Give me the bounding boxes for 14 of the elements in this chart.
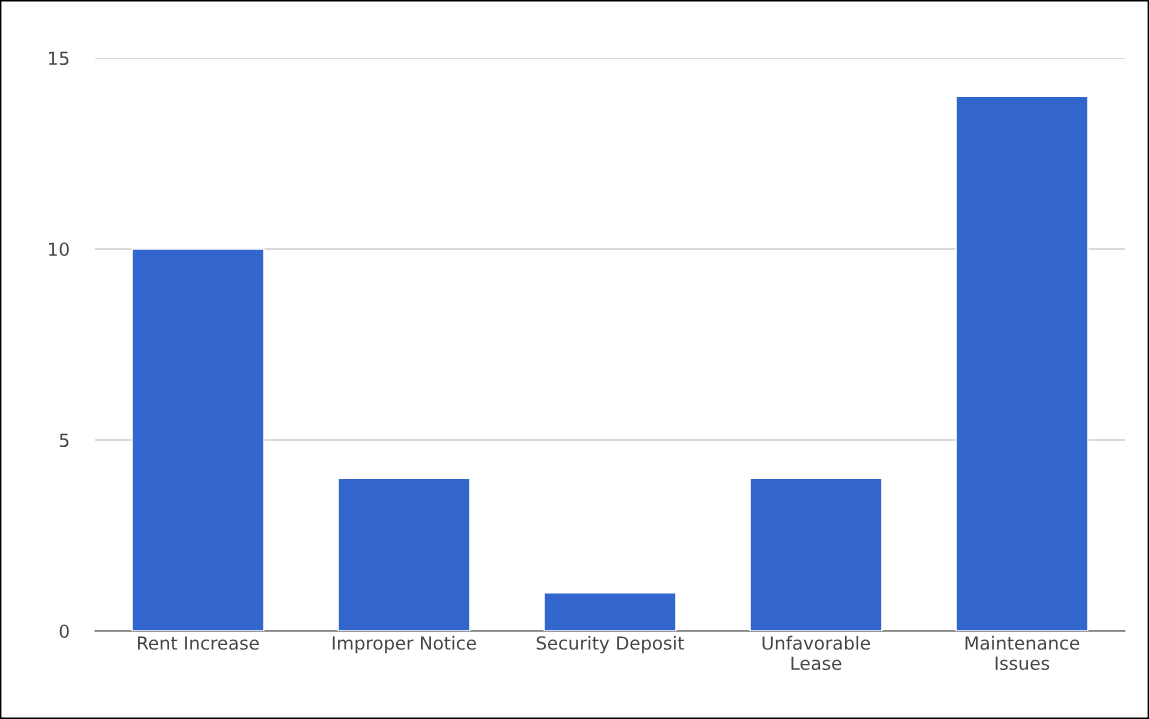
bar	[337, 477, 471, 631]
x-tick-label: Improper Notice	[332, 635, 476, 654]
y-tick-label: 15	[49, 51, 69, 66]
bar	[749, 477, 883, 631]
y-tick-label: 10	[49, 242, 69, 257]
x-tick-label: Maintenance Issues	[965, 635, 1080, 671]
bar	[131, 248, 265, 631]
bar	[543, 592, 677, 631]
x-tick-label: Unfavorable Lease	[762, 635, 870, 671]
y-tick-label: 5	[59, 433, 69, 448]
x-tick-label: Security Deposit	[536, 635, 685, 654]
x-tick-label: Rent Increase	[138, 636, 259, 650]
bar	[955, 95, 1089, 631]
y-tick-label: 0	[59, 624, 69, 639]
